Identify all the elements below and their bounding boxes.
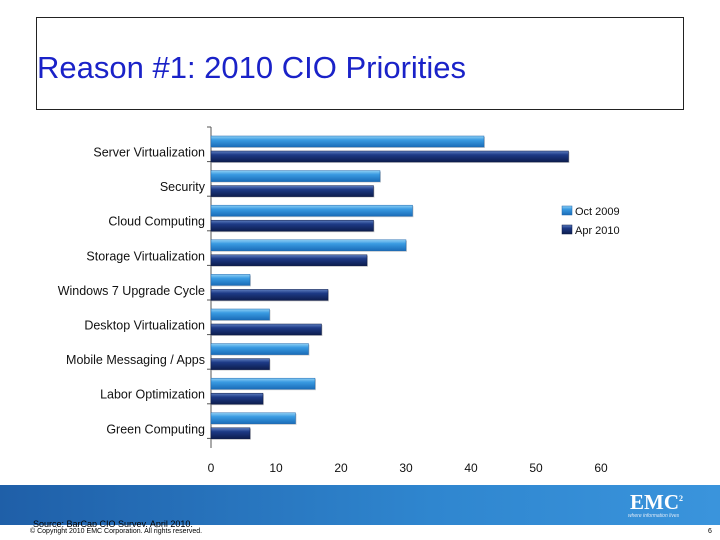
bar-chart: 0 10 20 30 40 50 60 Server Virtualization Securi… [58,126,620,475]
category-label: Windows 7 Upgrade Cycle [58,284,205,298]
category-label: Green Computing [106,422,205,436]
bar-oct-2009 [210,412,296,425]
logo-text: EMC2 [630,490,683,514]
source-note: Source: BarCap CIO Survey, April 2010. [33,519,193,529]
copyright-text: © Copyright 2010 EMC Corporation. All ri… [30,528,203,535]
legend-swatch [561,224,573,235]
title-box: Reason #1: 2010 CIO Priorities [36,17,684,110]
x-tick-label: 50 [529,461,543,475]
bar-apr-2010 [210,150,569,163]
x-tick-label: 0 [208,461,215,475]
emc-logo: EMC2 where information lives [628,490,694,522]
x-tick-label: 40 [464,461,478,475]
bar-apr-2010 [210,358,270,370]
bar-oct-2009 [210,170,381,182]
bar-oct-2009 [210,343,309,355]
category-label: Labor Optimization [100,388,205,402]
x-tick-label: 10 [269,461,283,475]
x-tick-label: 20 [334,461,348,475]
logo-tagline: where information lives [628,513,680,519]
legend-label: Apr 2010 [575,225,620,237]
legend-label: Oct 2009 [575,206,620,218]
bar-apr-2010 [210,254,368,267]
bar-apr-2010 [210,185,374,197]
page-number: 6 [708,528,712,535]
footer-white-strip [0,527,720,540]
category-label: Mobile Messaging / Apps [66,353,205,367]
bar-oct-2009 [210,377,316,390]
slide-title: Reason #1: 2010 CIO Priorities [37,50,467,85]
footer-band [0,485,720,525]
bar-oct-2009 [210,239,407,252]
category-label: Storage Virtualization [86,249,205,263]
legend-swatch [561,205,573,216]
bar-apr-2010 [210,219,374,232]
bar-apr-2010 [210,289,329,301]
bar-oct-2009 [210,204,413,217]
x-tick-label: 30 [399,461,413,475]
category-label: Desktop Virtualization [84,319,205,333]
category-label: Cloud Computing [108,215,205,229]
bar-oct-2009 [210,135,485,148]
category-label: Security [160,180,206,194]
x-tick-label: 60 [594,461,608,475]
bar-apr-2010 [210,427,251,440]
bar-oct-2009 [210,308,270,321]
bar-apr-2010 [210,323,322,336]
bar-oct-2009 [210,274,251,286]
bar-apr-2010 [210,392,264,405]
category-label: Server Virtualization [93,146,205,160]
